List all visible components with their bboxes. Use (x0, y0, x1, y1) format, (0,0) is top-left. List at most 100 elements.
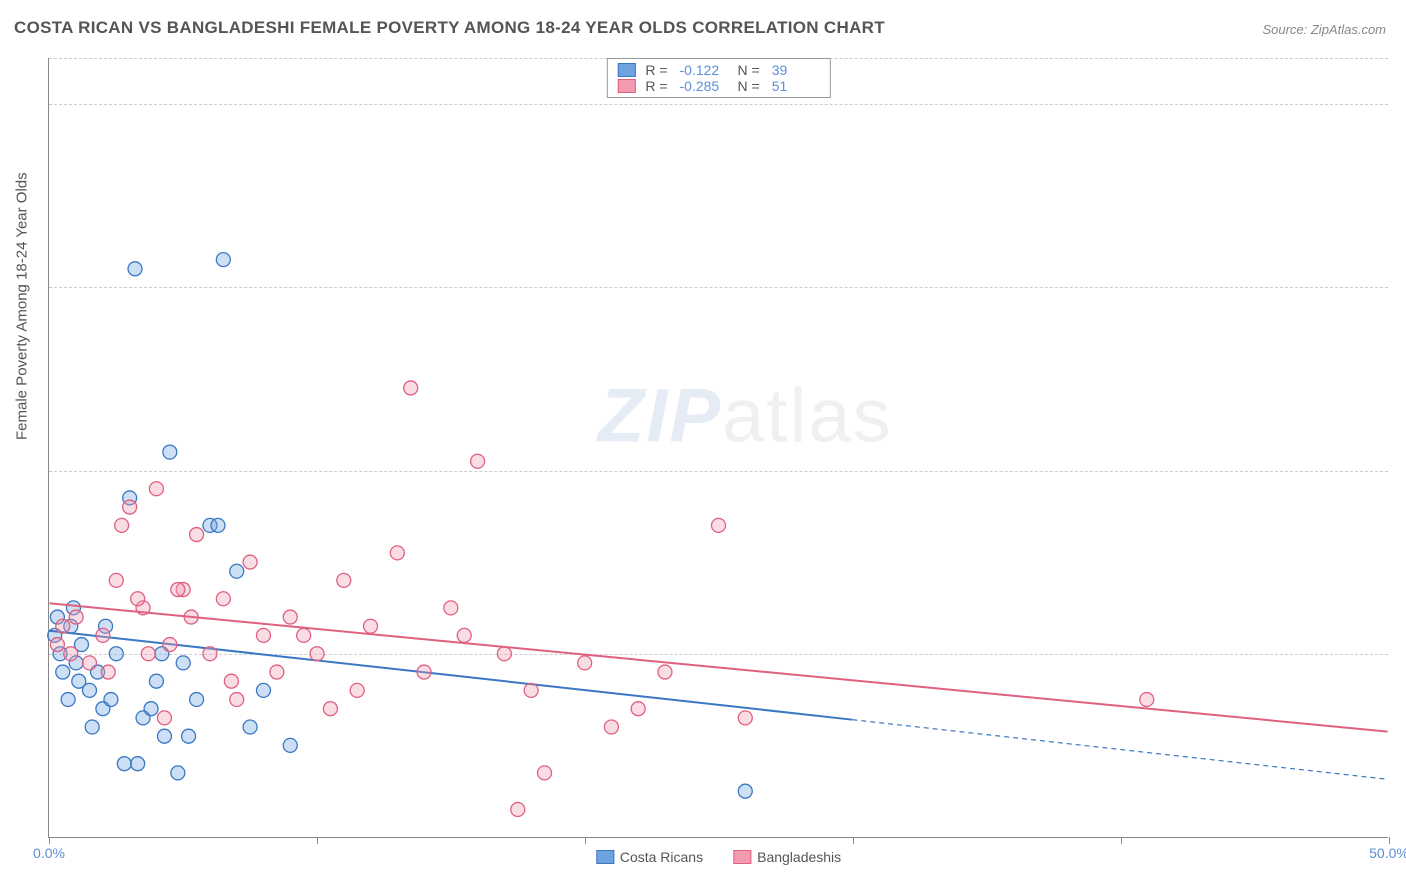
data-point (417, 665, 431, 679)
legend-item: Bangladeshis (733, 849, 841, 865)
x-tick-label: 0.0% (33, 845, 65, 861)
data-point (1140, 693, 1154, 707)
r-value: -0.122 (680, 62, 728, 78)
data-point (104, 693, 118, 707)
data-point (96, 628, 110, 642)
data-point (115, 518, 129, 532)
data-point (109, 647, 123, 661)
source-credit: Source: ZipAtlas.com (1262, 22, 1386, 37)
n-value: 51 (772, 78, 820, 94)
swatch-icon (617, 79, 635, 93)
n-value: 39 (772, 62, 820, 78)
data-point (390, 546, 404, 560)
scatter-svg (49, 58, 1388, 837)
x-tick-label: 50.0% (1369, 845, 1406, 861)
data-point (163, 445, 177, 459)
data-point (256, 628, 270, 642)
data-point (578, 656, 592, 670)
legend-label: Costa Ricans (620, 849, 703, 865)
data-point (310, 647, 324, 661)
data-point (190, 693, 204, 707)
data-point (131, 592, 145, 606)
x-tick (49, 837, 50, 844)
data-point (211, 518, 225, 532)
data-point (256, 683, 270, 697)
r-label: R = (645, 78, 667, 94)
data-point (224, 674, 238, 688)
data-point (404, 381, 418, 395)
data-point (83, 656, 97, 670)
data-point (157, 729, 171, 743)
plot-area: ZIPatlas 20.0%40.0%60.0%80.0% R = -0.122… (48, 58, 1388, 838)
data-point (149, 674, 163, 688)
data-point (364, 619, 378, 633)
data-point (157, 711, 171, 725)
data-point (538, 766, 552, 780)
data-point (109, 573, 123, 587)
data-point (69, 610, 83, 624)
data-point (182, 729, 196, 743)
data-point (216, 253, 230, 267)
data-point (604, 720, 618, 734)
data-point (738, 711, 752, 725)
data-point (457, 628, 471, 642)
data-point (216, 592, 230, 606)
legend-row: R = -0.285 N = 51 (607, 78, 829, 94)
data-point (631, 702, 645, 716)
chart-title: COSTA RICAN VS BANGLADESHI FEMALE POVERT… (14, 18, 885, 38)
data-point (230, 693, 244, 707)
data-point (350, 683, 364, 697)
x-tick (853, 837, 854, 844)
data-point (203, 647, 217, 661)
data-point (243, 720, 257, 734)
x-tick (585, 837, 586, 844)
data-point (658, 665, 672, 679)
data-point (101, 665, 115, 679)
n-label: N = (738, 62, 760, 78)
data-point (144, 702, 158, 716)
data-point (56, 619, 70, 633)
legend-item: Costa Ricans (596, 849, 703, 865)
data-point (337, 573, 351, 587)
swatch-icon (596, 850, 614, 864)
series-legend: Costa Ricans Bangladeshis (596, 849, 841, 865)
trend-line (49, 603, 1387, 731)
n-label: N = (738, 78, 760, 94)
data-point (471, 454, 485, 468)
y-tick-label: 20.0% (1393, 646, 1406, 662)
data-point (128, 262, 142, 276)
data-point (283, 738, 297, 752)
data-point (497, 647, 511, 661)
data-point (85, 720, 99, 734)
y-tick-label: 80.0% (1393, 96, 1406, 112)
r-value: -0.285 (680, 78, 728, 94)
chart-container: COSTA RICAN VS BANGLADESHI FEMALE POVERT… (0, 0, 1406, 892)
data-point (444, 601, 458, 615)
swatch-icon (617, 63, 635, 77)
data-point (163, 638, 177, 652)
data-point (117, 757, 131, 771)
correlation-legend: R = -0.122 N = 39 R = -0.285 N = 51 (606, 58, 830, 98)
data-point (712, 518, 726, 532)
legend-label: Bangladeshis (757, 849, 841, 865)
y-tick-label: 60.0% (1393, 279, 1406, 295)
data-point (297, 628, 311, 642)
swatch-icon (733, 850, 751, 864)
r-label: R = (645, 62, 667, 78)
data-point (176, 656, 190, 670)
y-axis-label: Female Poverty Among 18-24 Year Olds (14, 172, 31, 440)
y-tick-label: 40.0% (1393, 463, 1406, 479)
data-point (61, 693, 75, 707)
data-point (72, 674, 86, 688)
data-point (56, 665, 70, 679)
data-point (230, 564, 244, 578)
data-point (511, 803, 525, 817)
data-point (171, 766, 185, 780)
data-point (131, 757, 145, 771)
x-tick (1121, 837, 1122, 844)
data-point (270, 665, 284, 679)
legend-row: R = -0.122 N = 39 (607, 62, 829, 78)
data-point (171, 583, 185, 597)
x-tick (1389, 837, 1390, 844)
data-point (64, 647, 78, 661)
